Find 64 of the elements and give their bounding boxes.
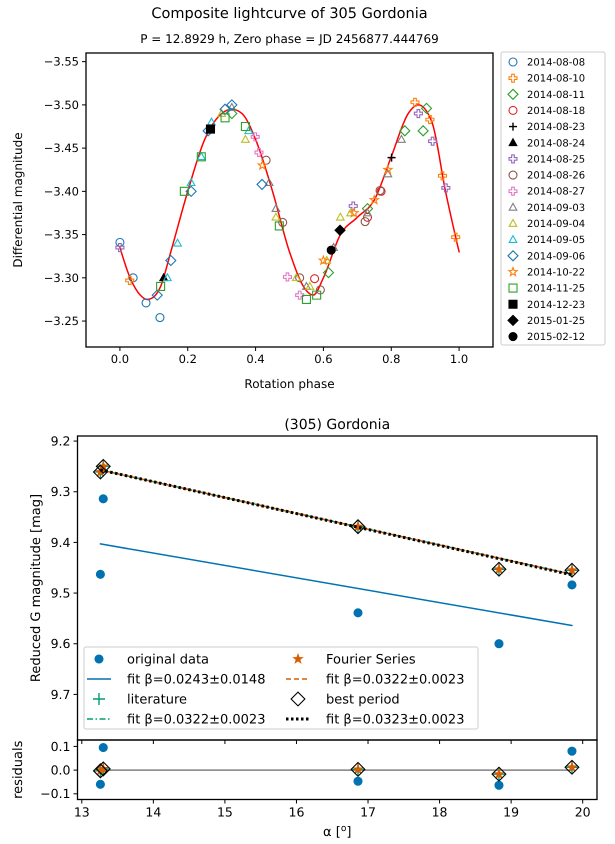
y-tick-label: 0.1 — [50, 738, 70, 754]
x-tick-label: 0.2 — [178, 352, 197, 366]
legend-label: 2014-08-25 — [527, 154, 586, 166]
legend-label: 2014-09-06 — [527, 251, 586, 262]
x-tick-label: 0.6 — [314, 352, 333, 366]
y-tick-label: 9.7 — [50, 686, 70, 702]
y-tick-label: 9.2 — [50, 433, 70, 448]
legend-label: fit β=0.0243±0.0148 — [127, 672, 266, 688]
y-tick-label: 9.3 — [50, 484, 70, 500]
chart-subtitle: P = 12.8929 h, Zero phase = JD 2456877.444769 — [140, 32, 439, 46]
legend-label: literature — [127, 692, 188, 708]
legend-label: 2015-02-12 — [527, 332, 586, 344]
legend-label: 2014-09-04 — [527, 219, 586, 230]
legend-label: fit β=0.0323±0.0023 — [326, 712, 464, 728]
y-tick-label: −3.40 — [44, 184, 79, 198]
x-tick-label: 16 — [288, 804, 304, 820]
legend-label: 2014-08-08 — [527, 58, 586, 68]
x-tick-label: 0.8 — [382, 352, 400, 366]
y-tick-label: −0.1 — [40, 786, 70, 802]
y-axis-title: residuals — [11, 740, 26, 799]
y-axis-title: Reduced G magnitude [mag] — [29, 494, 44, 682]
y-tick-label: 9.4 — [50, 534, 71, 550]
legend-label: 2015-01-25 — [527, 316, 586, 327]
y-tick-label: 0.0 — [50, 762, 71, 778]
legend-label: fit β=0.0322±0.0023 — [326, 672, 464, 688]
chart-title: (305) Gordonia — [284, 417, 390, 433]
x-axis-title: α [$^{o}$] — [323, 824, 352, 840]
x-tick-label: 1.0 — [450, 352, 468, 366]
x-tick-label: 19 — [503, 804, 520, 820]
legend-label: Fourier Series — [326, 652, 416, 668]
legend-label: 2014-08-10 — [527, 74, 586, 85]
legend-label: 2014-09-05 — [527, 235, 586, 246]
legend-label: 2014-08-11 — [527, 90, 586, 101]
x-tick-label: 0.4 — [246, 352, 265, 366]
legend-label: 2014-10-22 — [527, 267, 586, 278]
y-axis-title: Differential magnitude — [11, 132, 25, 268]
chart-title: Composite lightcurve of 305 Gordonia — [151, 6, 428, 22]
legend-label: fit β=0.0322±0.0023 — [127, 712, 266, 728]
y-tick-label: −3.45 — [44, 141, 79, 156]
y-tick-label: −3.35 — [44, 228, 79, 242]
legend-label: 2014-11-25 — [527, 284, 586, 295]
x-tick-label: 14 — [145, 804, 162, 820]
legend-label: 2014-08-26 — [527, 170, 586, 182]
y-tick-label: −3.50 — [44, 98, 79, 112]
legend-label: 2014-08-18 — [527, 106, 586, 117]
legend-label: 2014-08-27 — [527, 186, 586, 198]
legend-label: best period — [326, 692, 400, 708]
x-axis-title: Rotation phase — [244, 377, 335, 391]
y-tick-label: −3.25 — [44, 314, 79, 328]
y-tick-label: 9.5 — [50, 585, 70, 600]
y-tick-label: −3.30 — [44, 270, 79, 285]
legend-label: 2014-09-03 — [527, 202, 586, 214]
legend-label: 2014-08-23 — [527, 122, 586, 134]
legend-label: 2014-08-24 — [527, 138, 586, 150]
x-tick-label: 0.0 — [110, 352, 130, 366]
x-tick-label: 18 — [432, 804, 448, 820]
x-tick-label: 13 — [74, 804, 90, 820]
x-tick-label: 17 — [360, 804, 376, 820]
x-tick-label: 15 — [216, 804, 233, 820]
y-tick-label: −3.55 — [44, 54, 79, 69]
y-tick-label: 9.6 — [50, 636, 71, 652]
legend-label: 2014-12-23 — [527, 300, 586, 311]
legend-label: original data — [127, 652, 210, 668]
x-tick-label: 20 — [574, 804, 591, 820]
